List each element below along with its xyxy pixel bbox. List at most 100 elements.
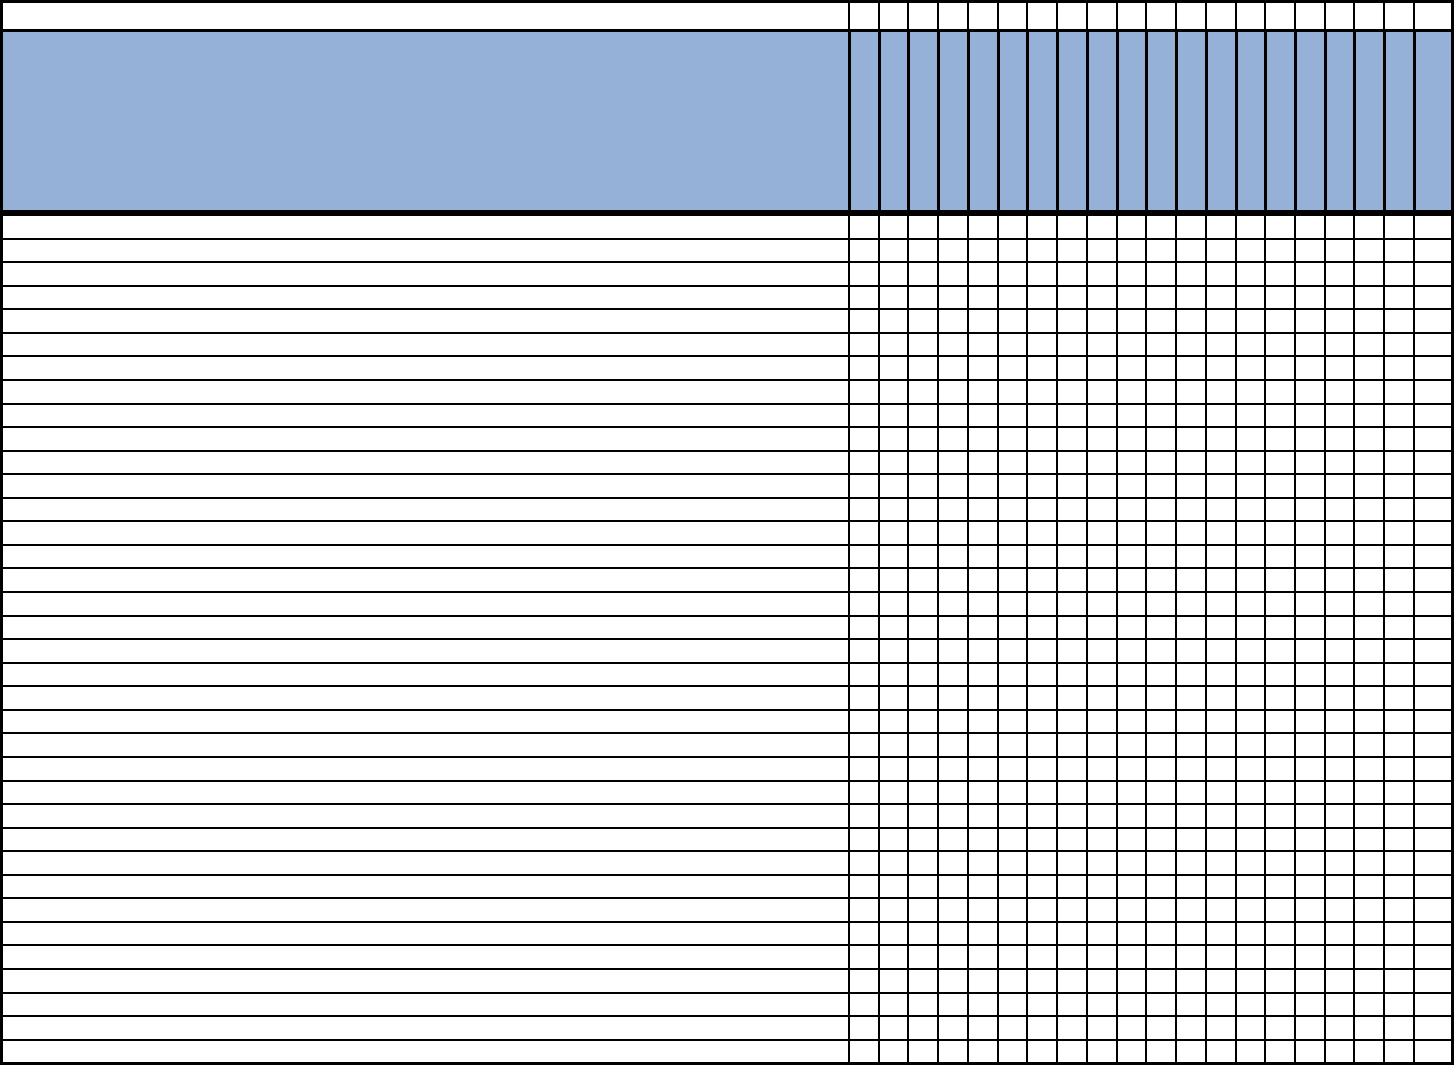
body-row-column-cell xyxy=(1412,828,1451,851)
body-row-column-cell xyxy=(1264,616,1294,639)
body-row-name-cell xyxy=(3,240,848,262)
body-row-column-cell xyxy=(1264,498,1294,521)
body-row xyxy=(3,875,1451,900)
body-row-column-cell xyxy=(1145,899,1175,921)
body-row-column-cell xyxy=(1175,616,1205,639)
body-row-column-cell xyxy=(1085,475,1116,497)
body-row xyxy=(3,1017,1451,1041)
body-row-column-cell xyxy=(1026,263,1056,285)
body-row-column-cell xyxy=(966,545,997,568)
body-row-column-cell xyxy=(1056,970,1086,992)
body-row-column-cell xyxy=(1145,946,1175,968)
body-row-column-cell xyxy=(937,946,967,968)
body-row-column-cell xyxy=(1353,310,1383,332)
body-row-column-cell xyxy=(907,239,937,262)
header-band-column-cell xyxy=(848,32,878,210)
body-row-column-cell xyxy=(877,805,908,827)
body-row-name-cell xyxy=(3,876,848,898)
body-row-column-cell xyxy=(1294,593,1324,615)
body-row-column-cell xyxy=(1026,286,1056,309)
body-row-column-cell xyxy=(1294,428,1324,450)
body-row-column-cell xyxy=(1204,757,1235,780)
body-row-column-cell xyxy=(1026,428,1056,450)
body-row-column-cell xyxy=(1383,899,1413,921)
body-row-column-cell xyxy=(1353,569,1383,591)
body-row xyxy=(3,710,1451,735)
body-row-column-cell xyxy=(1264,663,1294,686)
body-row-column-cell xyxy=(877,970,908,992)
header-band-column-cell xyxy=(1115,32,1146,210)
body-row-column-cell xyxy=(1175,663,1205,686)
body-row-column-cell xyxy=(937,687,967,709)
body-row-column-cell xyxy=(1383,781,1413,804)
body-row-column-cell xyxy=(937,663,967,686)
body-row-column-cell xyxy=(1115,970,1146,992)
body-row-column-cell xyxy=(877,1040,908,1062)
body-row-column-cell xyxy=(1323,899,1354,921)
body-row xyxy=(3,663,1451,688)
body-row-column-cell xyxy=(1383,922,1413,945)
body-row-column-cell xyxy=(877,357,908,379)
body-row-column-cell xyxy=(1085,781,1116,804)
body-row-column-cell xyxy=(1175,475,1205,497)
body-row-column-cell xyxy=(1056,310,1086,332)
body-row-column-cell xyxy=(1145,545,1175,568)
body-row-column-cell xyxy=(1204,545,1235,568)
body-row xyxy=(3,498,1451,523)
body-row-column-cell xyxy=(1145,663,1175,686)
body-row-column-cell xyxy=(966,593,997,615)
body-row-column-cell xyxy=(907,710,937,733)
body-row-column-cell xyxy=(1085,875,1116,898)
body-row-column-cell xyxy=(1412,569,1451,591)
body-row-column-cell xyxy=(1056,663,1086,686)
body-row-column-cell xyxy=(1204,451,1235,474)
body-row-column-cell xyxy=(1264,710,1294,733)
body-row-column-cell xyxy=(907,286,937,309)
body-row-column-cell xyxy=(1353,498,1383,521)
body-row-column-cell xyxy=(966,1017,997,1039)
body-row-column-cell xyxy=(966,946,997,968)
body-row-column-cell xyxy=(966,310,997,332)
body-row-column-cell xyxy=(1204,216,1235,238)
body-row-column-cell xyxy=(1383,475,1413,497)
body-row-column-cell xyxy=(1145,970,1175,992)
body-row-column-cell xyxy=(1026,545,1056,568)
body-row-column-cell xyxy=(1264,875,1294,898)
body-row-column-cell xyxy=(1412,805,1451,827)
body-row-column-cell xyxy=(937,498,967,521)
body-row-column-cell xyxy=(996,922,1027,945)
body-row-column-cell xyxy=(937,428,967,450)
body-row-column-cell xyxy=(1264,239,1294,262)
body-row-column-cell xyxy=(1085,545,1116,568)
body-row-column-cell xyxy=(1026,522,1056,544)
body-row-column-cell xyxy=(1234,475,1265,497)
body-row-name-cell xyxy=(3,569,848,591)
body-row-column-cell xyxy=(877,640,908,662)
header-band xyxy=(3,32,1451,216)
body-row-column-cell xyxy=(996,640,1027,662)
body-row-column-cell xyxy=(937,286,967,309)
body-row-column-cell xyxy=(1353,475,1383,497)
body-row-column-cell xyxy=(877,875,908,898)
body-row-column-cell xyxy=(907,428,937,450)
body-row-name-cell xyxy=(3,829,848,851)
body-row-column-cell xyxy=(877,522,908,544)
body-row-column-cell xyxy=(1264,805,1294,827)
top-row-column-cell xyxy=(966,3,997,29)
body-row-column-cell xyxy=(937,263,967,285)
body-row-column-cell xyxy=(1412,852,1451,874)
body-row-column-cell xyxy=(1234,1017,1265,1039)
body-row-column-cell xyxy=(1294,852,1324,874)
body-row-column-cell xyxy=(1353,616,1383,639)
body-row-column-cell xyxy=(877,333,908,356)
body-row-column-cell xyxy=(1383,757,1413,780)
body-row-column-cell xyxy=(1204,734,1235,756)
body-row-column-cell xyxy=(1204,875,1235,898)
body-row-column-cell xyxy=(1204,640,1235,662)
body-row-column-cell xyxy=(1115,545,1146,568)
body-row-column-cell xyxy=(1115,922,1146,945)
body-row xyxy=(3,216,1451,240)
body-row-column-cell xyxy=(907,828,937,851)
header-band-column-cell xyxy=(937,32,967,210)
body-row-column-cell xyxy=(1234,1040,1265,1062)
